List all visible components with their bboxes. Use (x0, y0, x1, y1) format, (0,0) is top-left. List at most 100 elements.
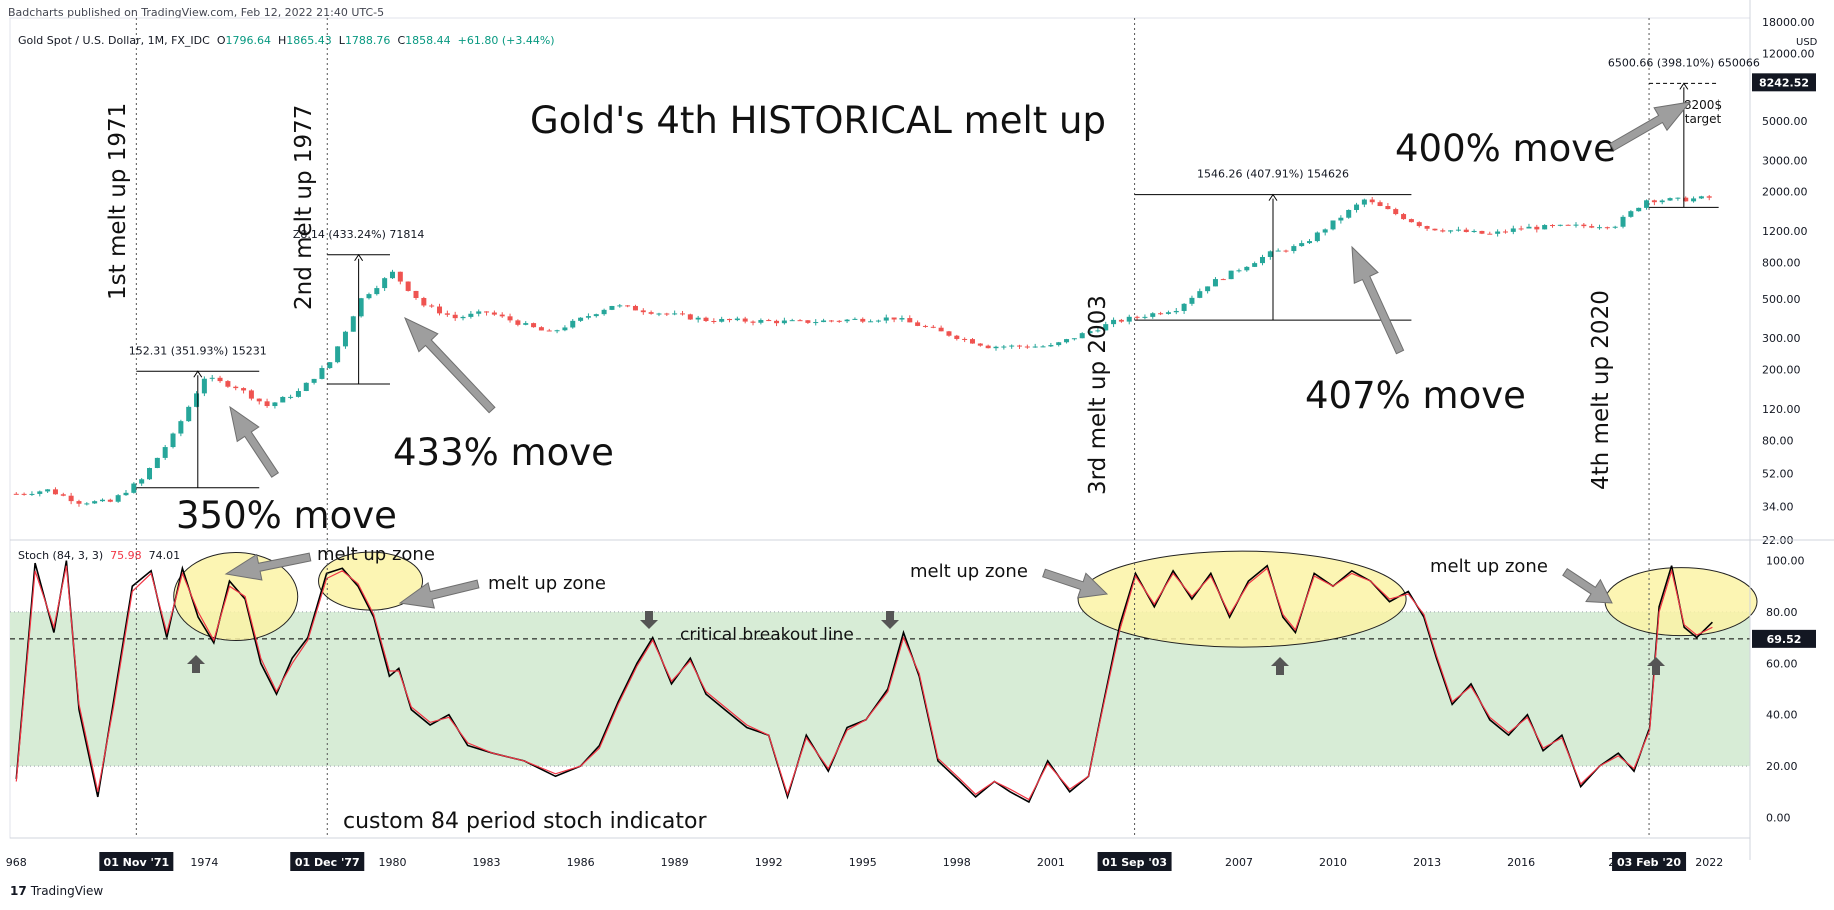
candle-body (727, 318, 733, 321)
candle-body (295, 391, 301, 397)
candle-body (664, 313, 670, 315)
candle-body (476, 311, 482, 314)
price-axis-tick: 80.00 (1762, 434, 1794, 447)
candle-body (233, 386, 239, 389)
candle-body (969, 339, 975, 344)
candle-body (625, 305, 631, 307)
tradingview-footer[interactable]: 17 TradingView (10, 884, 103, 898)
candle-body (389, 271, 395, 279)
candle-body (1385, 206, 1391, 210)
candle-body (1032, 346, 1038, 348)
price-pane[interactable]: 18000.0012000.008000.005000.003000.00200… (9, 16, 1818, 547)
move-label-400: 400% move (1395, 127, 1616, 170)
melt-up-zone-label: melt up zone (910, 561, 1028, 582)
critical-line-label: critical breakout line (680, 625, 854, 645)
candle-body (194, 393, 200, 407)
chart-title: Gold's 4th HISTORICAL melt up (530, 99, 1106, 142)
tradingview-logo-icon: 17 (10, 884, 27, 898)
candle-body (1275, 250, 1281, 252)
high-value: 1865.43 (286, 34, 332, 47)
candle-body (319, 368, 325, 379)
stoch-axis-tick: 20.00 (1766, 760, 1798, 773)
price-axis-tick: 500.00 (1762, 293, 1801, 306)
candle-body (484, 311, 490, 313)
stoch-legend[interactable]: Stoch (84, 3, 3) 75.98 74.01 (18, 549, 180, 562)
symbol-legend[interactable]: Gold Spot / U.S. Dollar, 1M, FX_IDC O179… (18, 34, 555, 47)
candle-body (21, 493, 27, 495)
candle-body (1565, 224, 1571, 226)
stoch-pane[interactable]: 100.00 80.00 60.00 40.00 20.00 0.00 (9, 539, 1834, 839)
candle-body (397, 271, 403, 282)
candle-body (562, 327, 568, 331)
annotation-layer: 152.31 (351.93%) 15231 Z8.14 (433.24%) 71… (105, 0, 1816, 860)
date-marker (290, 852, 365, 871)
time-axis-tick: 1983 (473, 856, 501, 869)
price-axis-marker (1752, 73, 1816, 92)
candle-body (1361, 199, 1367, 205)
candle-body (1448, 230, 1454, 232)
candle-body (37, 491, 43, 494)
melt-up-zone-ellipse (173, 552, 299, 642)
candle-body (1604, 227, 1610, 229)
candle-body (1142, 316, 1148, 318)
candle-body (1259, 256, 1265, 264)
candle-body (1009, 345, 1015, 347)
candle-body (711, 321, 717, 323)
candle-body (1518, 228, 1524, 230)
melt-up-vertical-label: 2nd melt up 1977 (291, 105, 317, 310)
candle-body (1150, 313, 1156, 317)
currency-unit-label: USD (1796, 37, 1818, 48)
candle-body (1189, 297, 1195, 304)
candle-body (382, 278, 388, 289)
candle-body (1628, 211, 1634, 217)
stoch-k-value: 75.98 (110, 549, 142, 562)
candle-body (1212, 279, 1218, 287)
candle-body (632, 305, 638, 311)
time-axis-tick: 2013 (1413, 856, 1441, 869)
time-axis-tick: 2007 (1225, 856, 1253, 869)
candle-body (1158, 313, 1164, 315)
candle-body (531, 323, 537, 328)
move-label-433: 433% move (393, 431, 614, 474)
candle-body (899, 318, 905, 320)
callout-arrow-350 (229, 405, 279, 478)
candle-body (1346, 209, 1352, 218)
up-arrow-marker (1647, 657, 1665, 675)
candle-body (1620, 216, 1626, 227)
melt-up-vertical-label: 3rd melt up 2003 (1085, 295, 1111, 495)
candle-body (1487, 233, 1493, 235)
time-axis-tick: 2022 (1695, 856, 1723, 869)
candle-body (1691, 198, 1697, 202)
candle-body (570, 320, 576, 328)
candle-body (813, 322, 819, 324)
time-axis-tick: 1986 (567, 856, 595, 869)
price-axis-tick: 1200.00 (1762, 225, 1808, 238)
candle-body (821, 320, 827, 323)
stoch-k-line (15, 560, 1713, 804)
candle-body (437, 306, 443, 314)
stoch-axis-marker (1752, 629, 1816, 648)
candle-body (13, 493, 19, 495)
time-axis-tick: 1974 (190, 856, 218, 869)
candle-body (1698, 196, 1704, 199)
melt-up-zone-label: melt up zone (1430, 556, 1548, 577)
candle-body (1173, 310, 1179, 313)
candle-body (76, 501, 82, 504)
candle-body (1549, 225, 1555, 227)
time-axis[interactable]: 968 1974 1980 1983 1986 1989 1992 1995 1998 2001 2… (6, 837, 1750, 871)
date-marker-text: 03 Feb '20 (1617, 856, 1681, 869)
candle-body (1017, 345, 1023, 347)
candle-body (805, 320, 811, 323)
time-axis-tick: 1980 (378, 856, 406, 869)
candle-body (938, 327, 944, 332)
candle-body (68, 495, 74, 502)
candle-body (1205, 286, 1211, 292)
candle-body (985, 345, 991, 349)
candle-body (742, 318, 748, 322)
measure-label: 152.31 (351.93%) 15231 (129, 344, 267, 357)
candle-body (248, 390, 254, 399)
candle-body (186, 406, 192, 422)
melt-up-vertical-label: 1st melt up 1971 (105, 103, 131, 300)
candle-body (860, 318, 866, 322)
